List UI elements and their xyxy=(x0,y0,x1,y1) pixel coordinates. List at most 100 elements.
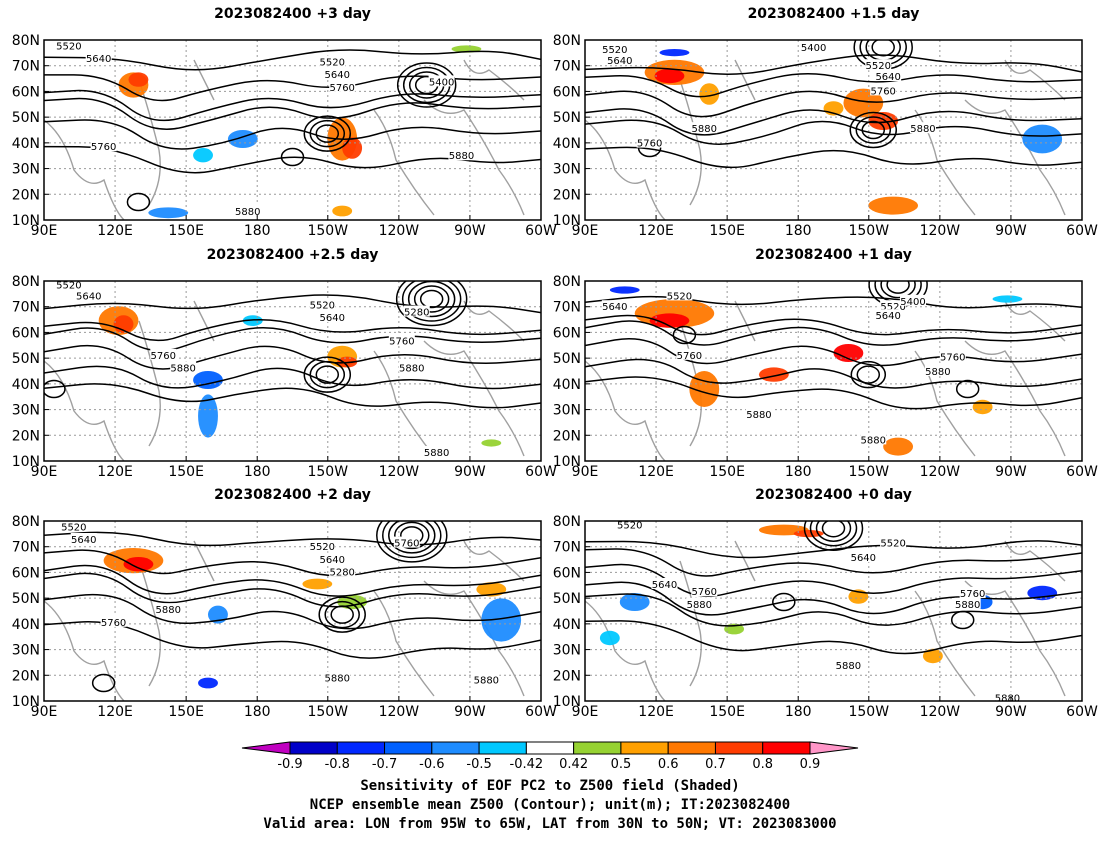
lat-tick-label: 40N xyxy=(553,136,581,152)
z500-contours xyxy=(585,521,1082,655)
contour-line xyxy=(585,119,1082,146)
panel-border xyxy=(584,39,1083,221)
contour-line xyxy=(44,531,541,547)
latitude-axis: 10N 20N 30N 40N 50N 60N 70N 80N xyxy=(12,33,49,229)
contour-label: 5520 xyxy=(310,542,335,553)
contour-label-bg xyxy=(100,615,127,627)
lon-tick-label: 120E xyxy=(97,464,133,480)
colorbar-tick-label: 0.6 xyxy=(658,757,679,772)
coastline xyxy=(914,590,976,697)
closed-contour xyxy=(382,521,442,559)
lat-tick-label: 30N xyxy=(553,162,581,178)
colorbar-box xyxy=(525,741,575,755)
lat-tick-label: 80N xyxy=(553,274,581,290)
contour-label-bg xyxy=(691,122,718,134)
lon-tick-label: 150E xyxy=(168,704,204,720)
colorbar-max-arrow xyxy=(809,741,859,755)
contour-line xyxy=(585,593,1082,627)
colorbar-box xyxy=(667,741,716,755)
lon-tick-label: 120W xyxy=(920,223,961,239)
lat-tick-label: 70N xyxy=(553,300,581,316)
shaded-region xyxy=(793,530,824,538)
closed-contour xyxy=(856,365,881,384)
shaded-region xyxy=(128,72,149,87)
lon-tick-label: 150E xyxy=(168,223,204,239)
lon-tick-label: 60W xyxy=(525,464,557,480)
closed-contour xyxy=(318,596,366,633)
coastline xyxy=(914,350,976,457)
lon-tick-label: 120E xyxy=(638,704,674,720)
contour-label-bg xyxy=(686,597,713,609)
caption-line-2: NCEP ensemble mean Z500 (Contour); unit(… xyxy=(309,797,791,813)
contour-label: 5880 xyxy=(424,448,449,459)
contour-label: 5520 xyxy=(320,58,345,69)
contour-label-bg xyxy=(870,84,897,96)
closed-contour xyxy=(280,147,305,167)
colorbar-tick-label: -0.5 xyxy=(466,757,491,772)
contour-line xyxy=(44,344,541,370)
shaded-region xyxy=(123,557,154,572)
coastline xyxy=(679,560,702,687)
contour-line xyxy=(585,620,1082,655)
lat-tick-label: 70N xyxy=(12,300,40,316)
contour-label-bg xyxy=(329,565,356,577)
closed-contour xyxy=(772,592,796,612)
contour-line xyxy=(585,295,1082,309)
coastline xyxy=(423,340,525,457)
contour-label: 5640 xyxy=(652,580,677,591)
coastline xyxy=(373,109,435,216)
lat-tick-label: 60N xyxy=(553,84,581,100)
shaded-region xyxy=(198,394,218,438)
contour-label-bg xyxy=(835,659,862,670)
contour-label: 5280 xyxy=(329,567,354,578)
contour-label: 5880 xyxy=(995,693,1020,704)
panel-border xyxy=(43,39,542,221)
lon-tick-label: 120E xyxy=(97,704,133,720)
colorbar-tick-label: 0.7 xyxy=(705,757,726,772)
latitude-axis: 10N 20N 30N 40N 50N 60N 70N 80N xyxy=(12,274,49,470)
lat-tick-label: 20N xyxy=(12,187,40,203)
contour-label-bg xyxy=(319,55,346,67)
sensitivity-shading xyxy=(609,286,1023,456)
contour-line xyxy=(585,548,1082,577)
contour-label-bg xyxy=(324,68,351,80)
lat-tick-label: 30N xyxy=(553,403,581,419)
coastline xyxy=(734,59,756,101)
latitude-axis: 10N 20N 30N 40N 50N 60N 70N 80N xyxy=(553,274,590,470)
contour-line xyxy=(44,572,541,608)
contour-label: 5760 xyxy=(637,139,662,150)
contour-label-bg xyxy=(170,361,197,373)
coastlines xyxy=(44,59,525,220)
contour-label-bg xyxy=(850,551,877,562)
contour-label-bg xyxy=(150,348,177,360)
shaded-region xyxy=(332,205,353,217)
contour-label: 5880 xyxy=(861,435,886,446)
longitude-axis: 90E 120E 150E 180 150W 120W 90W 60W xyxy=(31,215,557,239)
colorbar-labels: -0.9 -0.8 -0.7 -0.6 -0.5 -0.42 0.42 0.5 0.6 0.7 0.… xyxy=(277,757,820,772)
colorbar-box xyxy=(620,741,669,755)
lat-tick-label: 50N xyxy=(553,591,581,607)
lat-tick-label: 40N xyxy=(553,617,581,633)
lon-tick-label: 150E xyxy=(168,464,204,480)
lon-tick-label: 120E xyxy=(638,223,674,239)
lon-tick-label: 120W xyxy=(920,704,961,720)
lon-tick-label: 150E xyxy=(709,464,745,480)
contour-label-bg xyxy=(234,205,261,216)
colorbar-box xyxy=(384,741,433,755)
lat-tick-label: 30N xyxy=(12,162,40,178)
shaded-region xyxy=(654,68,685,84)
closed-contour xyxy=(855,116,892,144)
coastline xyxy=(138,560,161,687)
contour-label-bg xyxy=(616,521,643,530)
contour-label-bg xyxy=(939,350,966,362)
contour-label-bg xyxy=(423,446,450,457)
contour-label: 5760 xyxy=(91,142,116,153)
contour-label: 5760 xyxy=(677,351,702,362)
lon-tick-label: 150W xyxy=(848,704,889,720)
contour-label-bg xyxy=(85,52,112,63)
